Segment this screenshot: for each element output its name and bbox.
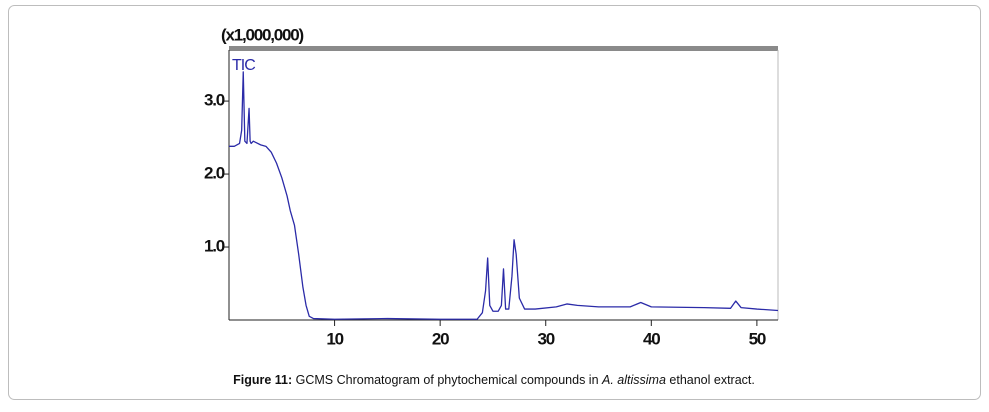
caption-text: ethanol extract. bbox=[666, 373, 755, 387]
x-tick-label: 30 bbox=[537, 329, 554, 348]
multiplier-label: (x1,000,000) bbox=[221, 25, 304, 44]
x-tick-label: 20 bbox=[432, 329, 449, 348]
caption-text: GCMS Chromatogram of phytochemical compo… bbox=[292, 373, 602, 387]
figure-frame bbox=[8, 5, 981, 400]
series-label: TIC bbox=[232, 57, 255, 74]
trace bbox=[229, 71, 779, 320]
caption-species: A. altissima bbox=[601, 373, 666, 387]
x-tick-label: 40 bbox=[643, 329, 660, 348]
top-bar bbox=[229, 46, 778, 51]
y-tick-label: 3.0 bbox=[204, 91, 225, 110]
x-tick-label: 10 bbox=[326, 329, 343, 348]
y-tick-label: 1.0 bbox=[204, 237, 225, 256]
caption: Figure 11: GCMS Chromatogram of phytoche… bbox=[233, 373, 755, 387]
y-tick-label: 2.0 bbox=[204, 164, 225, 183]
x-tick-label: 50 bbox=[749, 329, 766, 348]
caption-label: Figure 11: bbox=[233, 373, 292, 387]
